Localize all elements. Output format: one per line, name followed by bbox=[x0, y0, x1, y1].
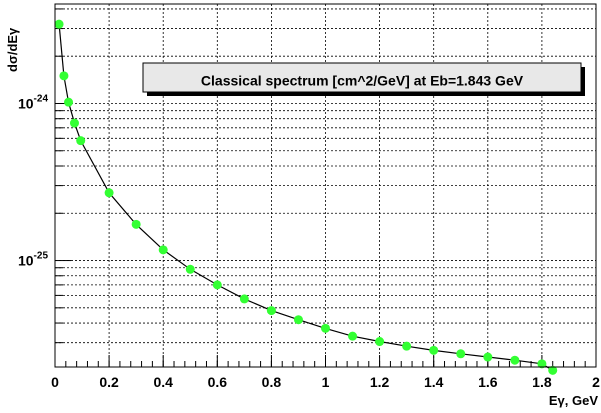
data-point bbox=[212, 280, 222, 290]
chart-title-box: Classical spectrum [cm^2/GeV] at Eb=1.84… bbox=[142, 62, 585, 96]
plot-frame bbox=[54, 3, 597, 368]
data-point bbox=[510, 355, 520, 365]
x-axis-label: Eγ, GeV bbox=[549, 393, 598, 408]
data-point bbox=[321, 323, 330, 333]
x-tick-labels: 0 0.2 0.4 0.6 0.8 1 1.2 1.4 1.6 1.8 2 bbox=[51, 374, 600, 390]
data-point bbox=[537, 359, 547, 369]
data-point bbox=[429, 345, 439, 355]
data-point bbox=[131, 219, 141, 229]
data-point bbox=[456, 349, 466, 359]
data-point bbox=[69, 118, 79, 128]
x-tick-label: 1.6 bbox=[478, 374, 498, 390]
x-tick-label: 0.2 bbox=[99, 374, 119, 390]
x-tick-label: 1.4 bbox=[424, 374, 444, 390]
data-point bbox=[158, 245, 168, 255]
y-tick-label: 10-24 bbox=[18, 93, 48, 111]
x-tick-label: 2 bbox=[592, 374, 600, 390]
data-point bbox=[76, 136, 86, 146]
x-tick-label: 0.8 bbox=[262, 374, 282, 390]
data-point bbox=[104, 188, 114, 198]
data-point bbox=[239, 294, 249, 304]
x-tick-label: 0 bbox=[51, 374, 59, 390]
x-tick-label: 1.2 bbox=[370, 374, 390, 390]
x-tick-label: 0.6 bbox=[208, 374, 228, 390]
data-point bbox=[375, 337, 385, 347]
y-tick-label: 10-25 bbox=[18, 251, 48, 269]
data-point bbox=[54, 19, 64, 29]
data-point bbox=[483, 352, 493, 362]
data-point bbox=[402, 341, 412, 351]
data-point bbox=[348, 331, 358, 341]
data-point bbox=[64, 97, 74, 107]
data-point bbox=[548, 365, 558, 375]
x-tick-label: 0.4 bbox=[153, 374, 173, 390]
data-point bbox=[59, 71, 69, 81]
data-point bbox=[266, 306, 276, 316]
x-tick-label: 1 bbox=[322, 374, 330, 390]
chart-title: Classical spectrum [cm^2/GeV] at Eb=1.84… bbox=[201, 73, 524, 89]
data-point bbox=[185, 264, 195, 274]
data-point bbox=[293, 315, 303, 325]
data-points bbox=[54, 19, 558, 375]
y-tick-labels: 10-25 10-24 bbox=[18, 93, 48, 268]
axis-ticks bbox=[54, 8, 597, 367]
x-tick-label: 1.8 bbox=[532, 374, 552, 390]
y-axis-label: dσ/dEγ bbox=[5, 27, 20, 72]
